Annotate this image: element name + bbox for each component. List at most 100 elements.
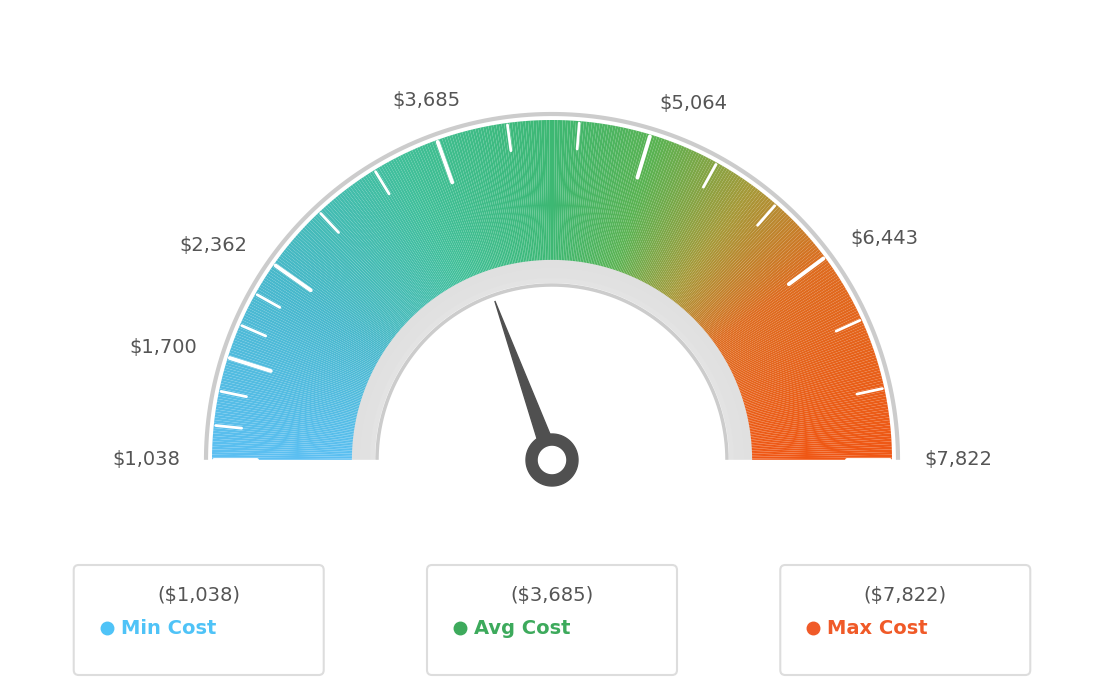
- Polygon shape: [636, 153, 701, 285]
- Polygon shape: [420, 146, 477, 280]
- Polygon shape: [666, 184, 752, 302]
- Polygon shape: [620, 142, 675, 278]
- Polygon shape: [248, 306, 379, 373]
- Text: ($3,685): ($3,685): [510, 586, 594, 604]
- Polygon shape: [285, 248, 400, 339]
- Polygon shape: [560, 120, 569, 265]
- Polygon shape: [308, 221, 413, 324]
- Polygon shape: [329, 201, 425, 313]
- Polygon shape: [221, 381, 362, 416]
- Polygon shape: [354, 262, 750, 460]
- Polygon shape: [608, 135, 652, 274]
- Text: Min Cost: Min Cost: [120, 618, 216, 638]
- Polygon shape: [707, 254, 824, 343]
- Polygon shape: [274, 262, 393, 348]
- Polygon shape: [580, 124, 603, 267]
- Polygon shape: [735, 345, 873, 395]
- Polygon shape: [647, 164, 721, 290]
- Polygon shape: [741, 373, 881, 411]
- Polygon shape: [723, 299, 852, 368]
- Polygon shape: [212, 446, 358, 454]
- Polygon shape: [576, 123, 597, 267]
- Polygon shape: [744, 399, 887, 426]
- Polygon shape: [217, 394, 361, 424]
- Polygon shape: [731, 325, 866, 384]
- Polygon shape: [723, 296, 851, 367]
- Polygon shape: [725, 306, 856, 373]
- Polygon shape: [742, 386, 884, 419]
- Polygon shape: [694, 227, 802, 328]
- Polygon shape: [299, 231, 407, 330]
- Polygon shape: [427, 143, 481, 279]
- Polygon shape: [698, 233, 807, 331]
- Polygon shape: [389, 161, 459, 289]
- Polygon shape: [531, 121, 541, 266]
- Polygon shape: [214, 417, 359, 437]
- Polygon shape: [219, 391, 361, 422]
- Polygon shape: [725, 304, 854, 371]
- Polygon shape: [659, 176, 741, 298]
- Polygon shape: [629, 148, 690, 282]
- Polygon shape: [732, 330, 867, 387]
- Polygon shape: [567, 121, 582, 266]
- Polygon shape: [493, 125, 520, 268]
- Polygon shape: [280, 254, 397, 343]
- Polygon shape: [265, 275, 389, 355]
- Polygon shape: [720, 287, 846, 362]
- Polygon shape: [546, 120, 551, 265]
- Polygon shape: [237, 328, 372, 386]
- Polygon shape: [719, 282, 843, 359]
- Polygon shape: [219, 388, 361, 420]
- Polygon shape: [729, 317, 862, 380]
- Polygon shape: [528, 121, 540, 266]
- Polygon shape: [326, 205, 423, 315]
- Polygon shape: [227, 355, 367, 401]
- Polygon shape: [230, 350, 368, 398]
- Polygon shape: [507, 123, 528, 267]
- Polygon shape: [743, 394, 887, 424]
- Polygon shape: [376, 168, 453, 293]
- Polygon shape: [212, 439, 358, 449]
- Polygon shape: [381, 165, 455, 291]
- Polygon shape: [254, 294, 382, 366]
- Polygon shape: [650, 166, 725, 292]
- Polygon shape: [690, 219, 794, 323]
- Polygon shape: [544, 120, 549, 265]
- Polygon shape: [215, 412, 359, 434]
- Polygon shape: [533, 120, 543, 265]
- Polygon shape: [585, 125, 613, 268]
- Polygon shape: [316, 214, 417, 320]
- Polygon shape: [343, 190, 434, 306]
- Polygon shape: [592, 127, 624, 269]
- Polygon shape: [241, 320, 374, 381]
- Text: $1,038: $1,038: [113, 451, 180, 469]
- Polygon shape: [222, 375, 363, 413]
- Polygon shape: [297, 233, 406, 331]
- Polygon shape: [619, 141, 672, 277]
- Polygon shape: [275, 260, 394, 346]
- Polygon shape: [583, 124, 608, 268]
- Polygon shape: [702, 244, 816, 337]
- Polygon shape: [714, 271, 836, 353]
- Polygon shape: [478, 128, 511, 270]
- Polygon shape: [679, 201, 775, 313]
- Polygon shape: [740, 371, 881, 410]
- Polygon shape: [655, 172, 734, 295]
- Polygon shape: [709, 258, 827, 346]
- Polygon shape: [728, 310, 859, 375]
- Polygon shape: [253, 296, 381, 367]
- Polygon shape: [311, 218, 415, 322]
- Polygon shape: [306, 224, 412, 326]
- Polygon shape: [746, 442, 892, 451]
- Polygon shape: [609, 135, 655, 274]
- Polygon shape: [646, 162, 718, 290]
- Polygon shape: [526, 121, 539, 266]
- Polygon shape: [731, 322, 864, 382]
- Polygon shape: [383, 164, 457, 290]
- Polygon shape: [742, 381, 883, 416]
- Polygon shape: [212, 452, 357, 457]
- Polygon shape: [744, 407, 889, 431]
- Polygon shape: [733, 335, 869, 390]
- Polygon shape: [747, 455, 892, 458]
- Polygon shape: [434, 140, 486, 277]
